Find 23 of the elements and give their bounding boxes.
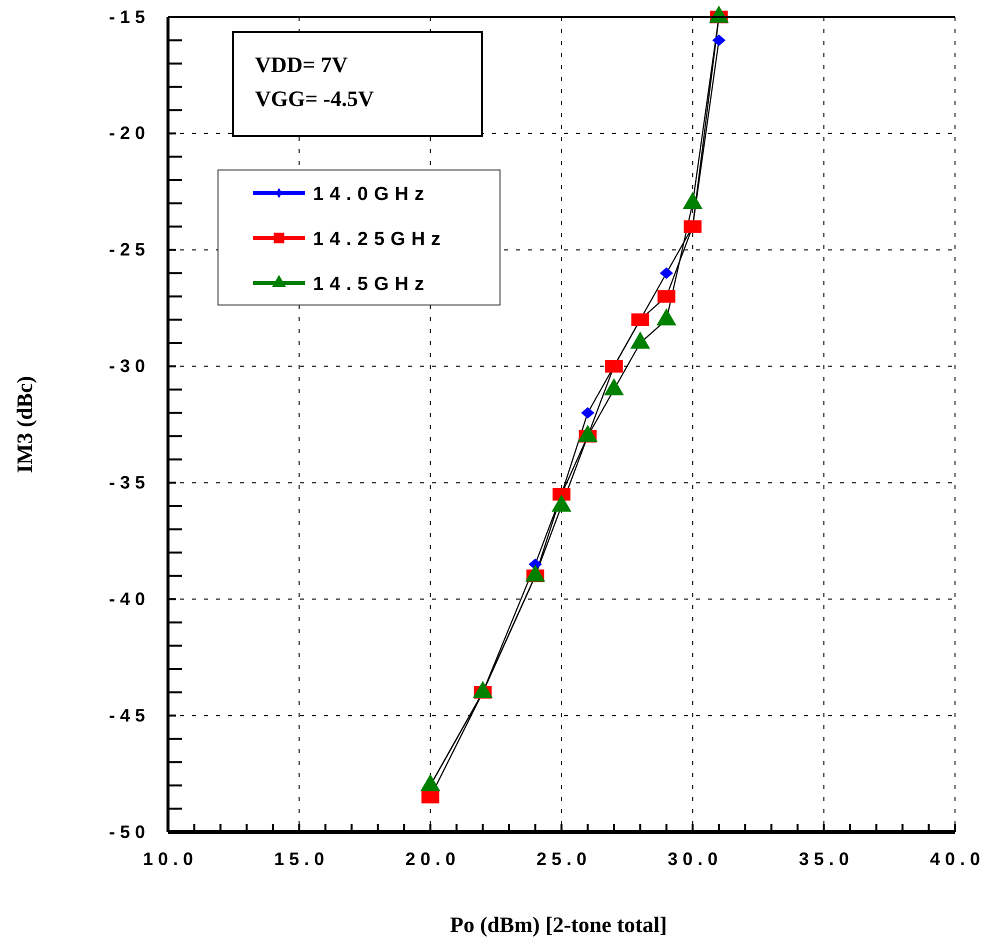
parameter-box: VDD= 7V VGG= -4.5V (232, 31, 483, 137)
x-axis-title: Po (dBm) [2-tone total] (450, 912, 667, 937)
x-tick-label: 10.0 (142, 848, 198, 869)
x-tick-label: 20.0 (405, 848, 460, 869)
legend-label: 14.5GHz (313, 274, 430, 295)
y-tick-label: -40 (108, 588, 150, 609)
y-tick-label: -15 (108, 6, 150, 27)
legend-label: 14.25GHz (313, 229, 447, 250)
y-tick-label: -35 (108, 472, 150, 492)
y-tick-label: -20 (108, 123, 150, 144)
x-tick-label: 40.0 (930, 848, 986, 869)
x-tick-label: 35.0 (798, 848, 854, 869)
annotation: VGG= -4.5V (255, 86, 374, 111)
x-tick-label: 30.0 (668, 848, 723, 869)
y-axis-title: IM3 (dBc) (12, 376, 37, 474)
x-tick-label: 15.0 (274, 848, 330, 869)
x-tick-label: 25.0 (536, 848, 592, 869)
y-tick-label: -25 (108, 240, 150, 260)
legend-label: 14.0GHz (313, 184, 430, 205)
y-tick-label: -50 (108, 822, 150, 842)
y-tick-label: -45 (108, 705, 150, 726)
annotation: VDD= 7V (255, 52, 348, 77)
y-tick-label: -30 (108, 356, 150, 376)
